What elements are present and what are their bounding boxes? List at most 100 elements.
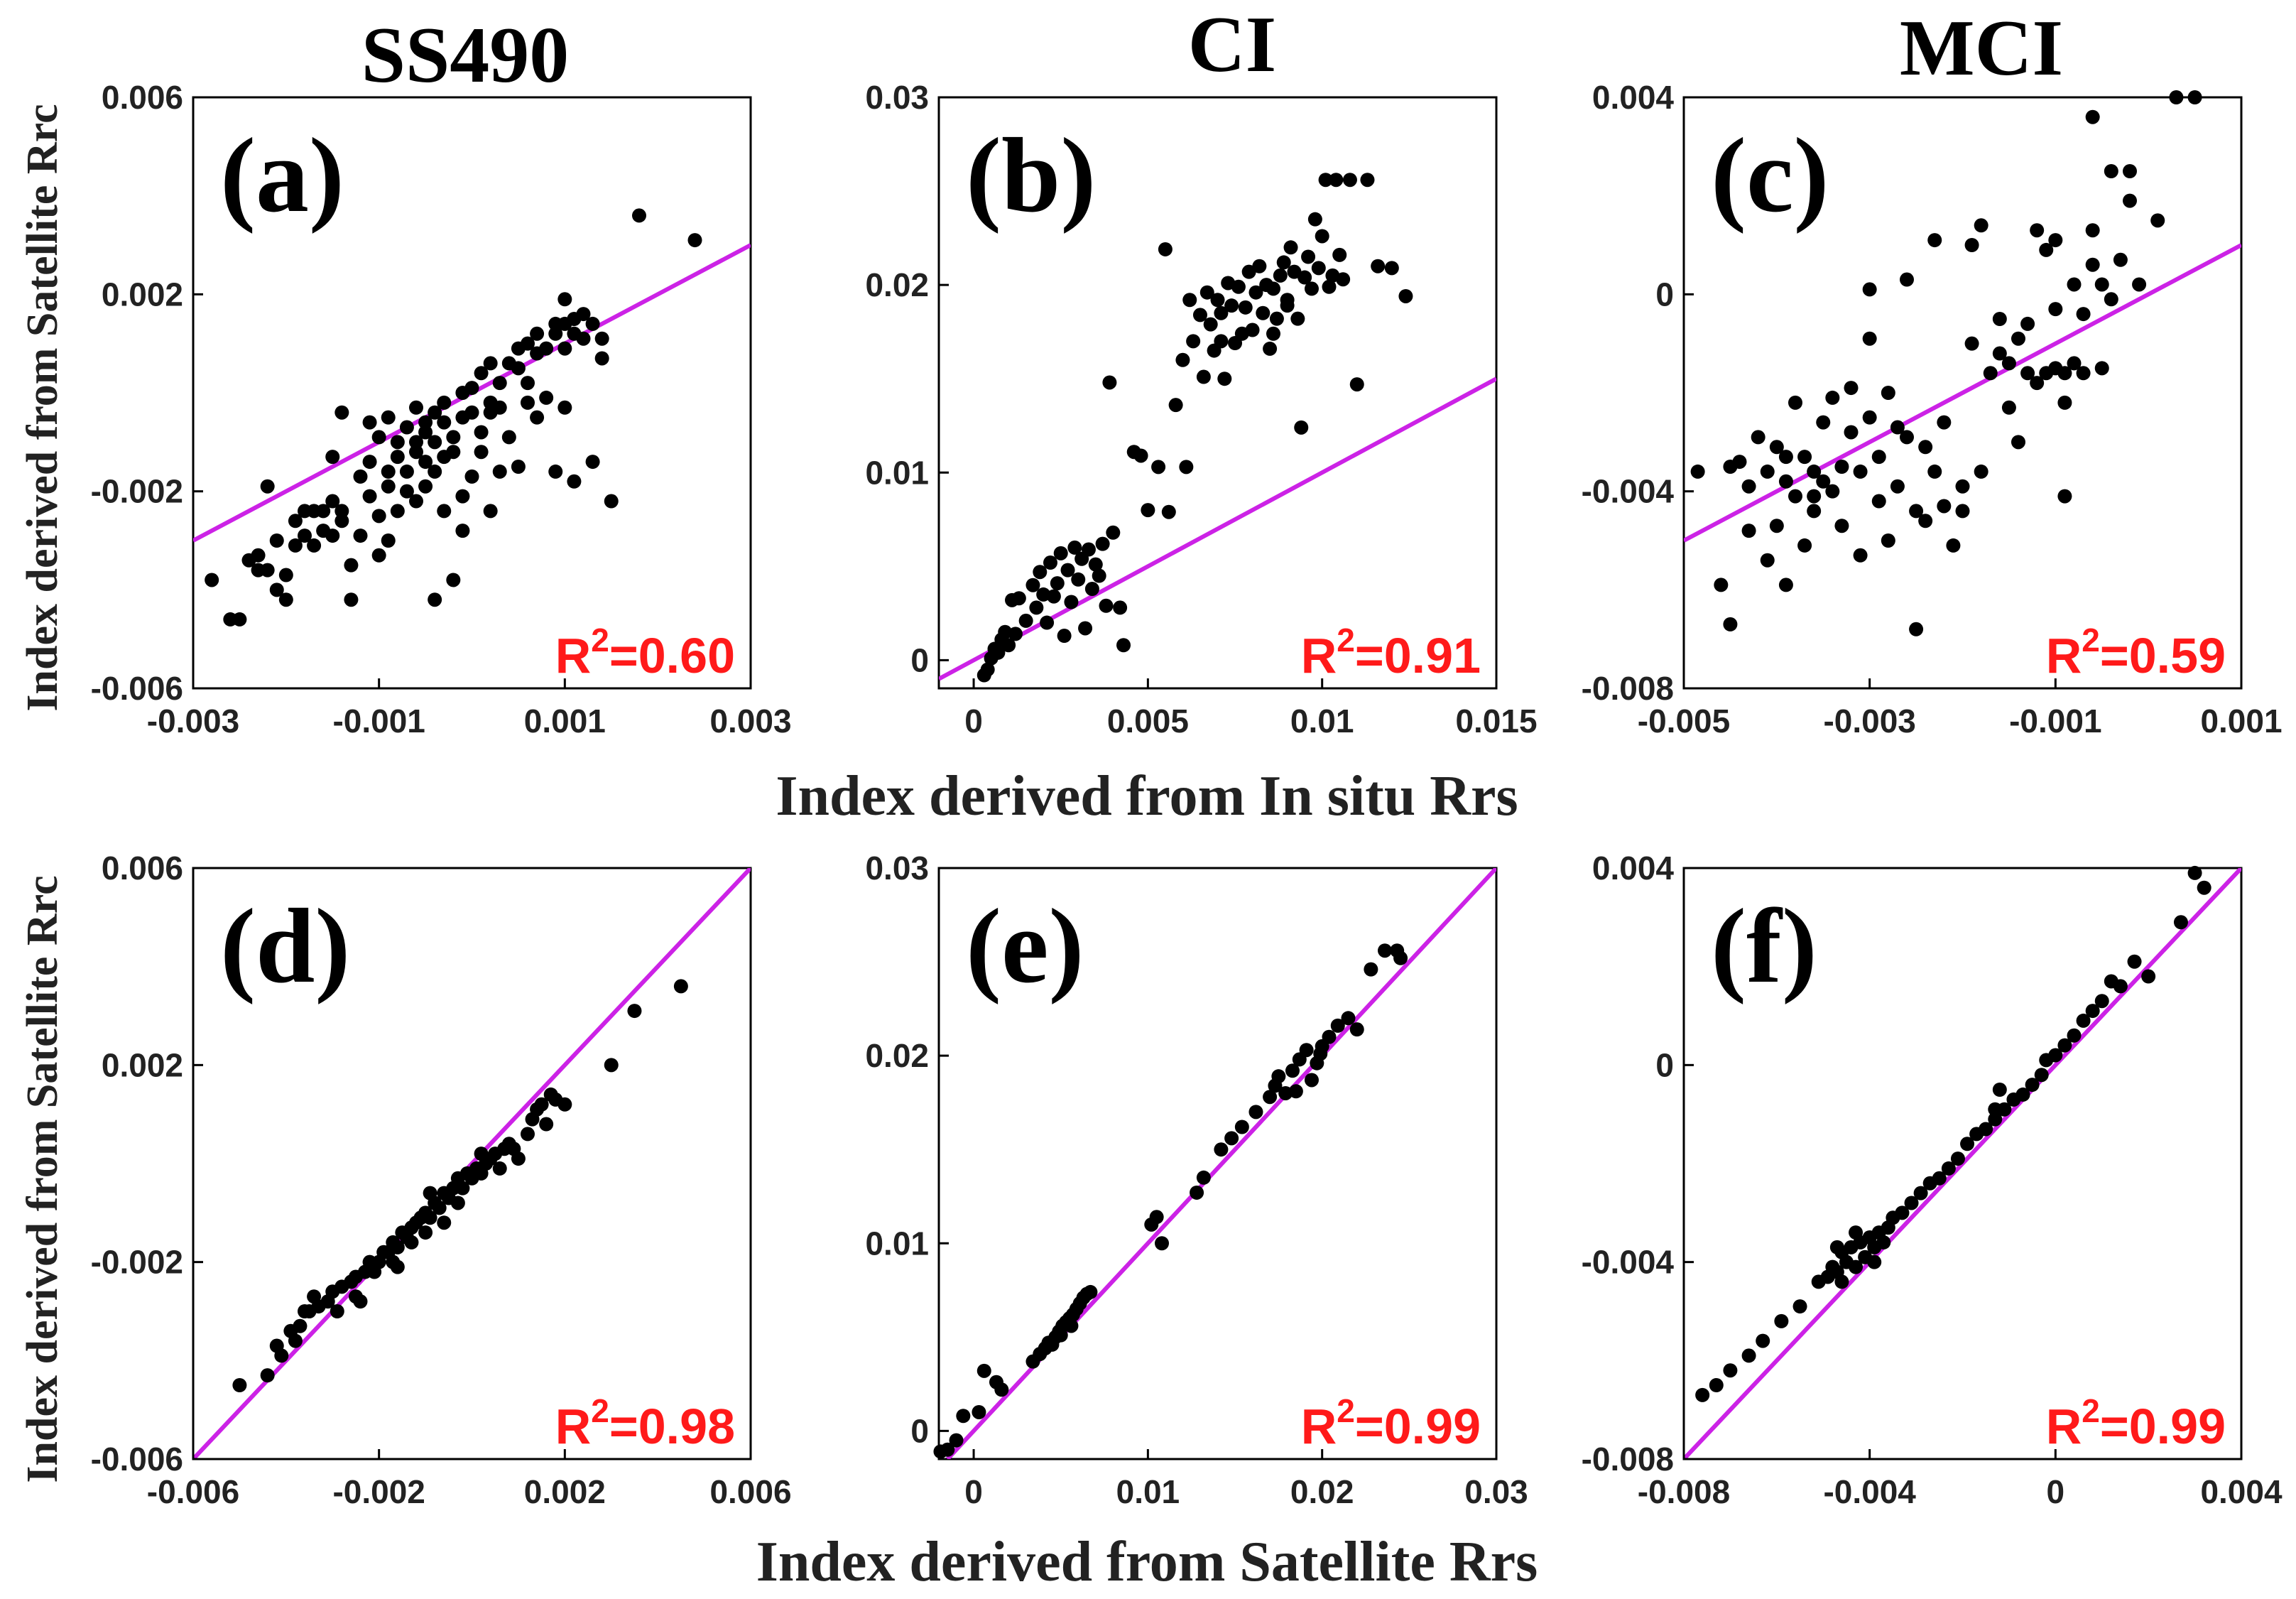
data-point [1234, 1120, 1249, 1134]
data-point [2076, 1013, 2091, 1028]
data-point [1964, 336, 1979, 351]
data-point [1816, 415, 1831, 430]
data-point [232, 1378, 247, 1392]
plot-frame [937, 867, 1498, 1460]
column-title-ci: CI [1188, 1, 1276, 89]
y-tick-label: 0 [910, 1412, 929, 1449]
data-point [298, 1304, 312, 1318]
data-point [1078, 621, 1093, 636]
data-point [446, 430, 461, 445]
data-point [390, 1240, 405, 1254]
data-point [2123, 193, 2137, 208]
r2-annotation: R2=0.98 [555, 1392, 735, 1454]
data-point [260, 479, 275, 494]
data-point [1081, 542, 1096, 557]
data-point [511, 460, 526, 474]
data-point [1276, 255, 1291, 270]
data-point [1741, 524, 1756, 538]
x-tick-label: -0.008 [1638, 1473, 1730, 1510]
data-point [2173, 915, 2188, 930]
x-tick-label: -0.001 [2009, 703, 2101, 739]
data-point [1741, 479, 1756, 494]
y-tick-label: 0.03 [865, 79, 929, 116]
y-tick-label: 0 [1655, 1046, 1674, 1083]
data-point [940, 1442, 955, 1457]
panel-label: (e) [966, 887, 1084, 1005]
data-point [446, 445, 461, 460]
data-point [980, 662, 995, 677]
data-point [1807, 504, 1822, 519]
data-point [1853, 464, 1868, 479]
scatter-panel: -0.003 -0.001 0.001 0.003 -0.006 -0.002 0.002 0… [91, 79, 792, 739]
data-point [1371, 259, 1386, 273]
data-point [585, 316, 600, 331]
data-point [1283, 240, 1298, 255]
y-tick-label: 0.03 [865, 850, 929, 887]
scatter-panel: -0.008 -0.004 0 0.004 -0.008 -0.004 0 0.004 (f) R… [1582, 850, 2283, 1510]
data-point [1342, 173, 1357, 188]
data-point [1797, 450, 1812, 465]
data-point [521, 1127, 535, 1142]
data-point [1099, 598, 1114, 613]
data-point [1186, 334, 1201, 349]
data-point [330, 1304, 344, 1318]
data-point [1190, 1185, 1204, 1200]
data-point [288, 1333, 303, 1348]
data-point [2187, 90, 2202, 104]
data-point [534, 1097, 549, 1112]
y-tick-label: 0 [910, 641, 929, 678]
data-point [511, 1151, 526, 1166]
data-point [1398, 288, 1413, 303]
data-point [2025, 1078, 2040, 1093]
data-point [576, 307, 591, 322]
x-tick-label: 0.03 [1464, 1473, 1528, 1510]
data-point [627, 1004, 642, 1019]
y-tick-label: 0.004 [1592, 850, 1675, 887]
data-point [1913, 1186, 1928, 1200]
x-tick-label: 0.005 [1107, 703, 1189, 739]
data-point [492, 376, 507, 391]
data-point [956, 1409, 971, 1424]
data-point [1974, 464, 1988, 479]
data-point [2067, 356, 2082, 371]
data-point [423, 1186, 437, 1200]
data-point [1263, 1090, 1278, 1105]
data-point [687, 233, 702, 248]
data-point [557, 1097, 572, 1112]
data-point [288, 538, 303, 553]
data-point [1311, 261, 1326, 276]
y-tick-label: -0.006 [91, 670, 183, 707]
data-point [1714, 578, 1729, 592]
data-point [1741, 1348, 1756, 1363]
data-point [288, 514, 303, 529]
data-point [348, 1289, 363, 1304]
data-point [483, 504, 498, 519]
data-point [1834, 519, 1849, 533]
data-point [2057, 395, 2072, 410]
data-point [2048, 233, 2063, 248]
x-tick-label: -0.002 [332, 1473, 425, 1510]
plot-frame [1682, 867, 2243, 1460]
data-point [428, 435, 442, 450]
data-point [1318, 173, 1333, 188]
data-point [511, 361, 526, 376]
data-point [1113, 600, 1128, 615]
data-point [1330, 1018, 1345, 1033]
data-point [1179, 460, 1194, 475]
data-point [1001, 638, 1016, 653]
y-tick-label: 0.006 [102, 79, 183, 116]
data-point [1769, 519, 1784, 533]
data-point [269, 533, 284, 548]
data-point [1955, 479, 1970, 494]
r2-annotation: R2=0.91 [1301, 622, 1481, 683]
data-point [1245, 322, 1260, 337]
data-point [278, 568, 293, 582]
x-tick-label: -0.003 [147, 703, 239, 739]
data-point [1252, 259, 1267, 273]
data-point [1196, 369, 1211, 384]
data-point [1862, 282, 1877, 297]
data-point [673, 979, 688, 994]
data-point [548, 464, 563, 479]
data-point [1881, 386, 1895, 400]
data-point [1756, 1333, 1770, 1348]
